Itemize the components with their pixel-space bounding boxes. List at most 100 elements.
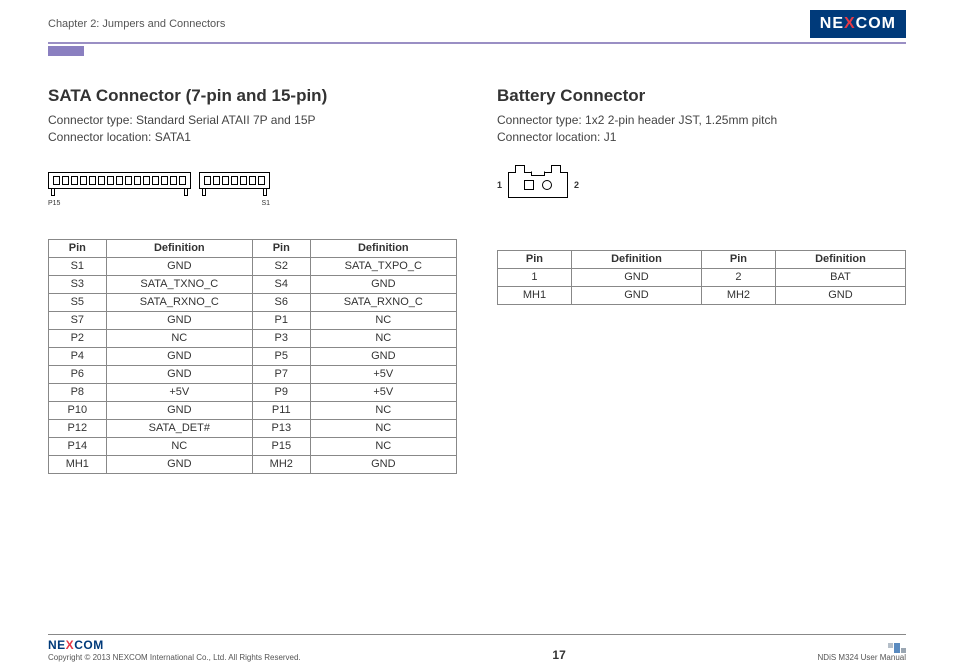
battery-type: Connector type: 1x2 2-pin header JST, 1.… [497, 112, 906, 129]
left-column: SATA Connector (7-pin and 15-pin) Connec… [48, 86, 457, 474]
table-cell: GND [106, 311, 252, 329]
battery-loc: Connector location: J1 [497, 129, 906, 146]
table-cell: P3 [252, 329, 310, 347]
table-cell: P13 [252, 419, 310, 437]
table-cell: P10 [49, 401, 107, 419]
logo-x: X [844, 15, 856, 33]
table-cell: P6 [49, 365, 107, 383]
connector-pin [231, 176, 238, 185]
sata-type: Connector type: Standard Serial ATAII 7P… [48, 112, 457, 129]
table-cell: S7 [49, 311, 107, 329]
label-p15: P15 [48, 200, 60, 207]
table-cell: P5 [252, 347, 310, 365]
table-cell: GND [571, 268, 701, 286]
table-cell: P11 [252, 401, 310, 419]
connector-pin [249, 176, 256, 185]
table-cell: SATA_RXNO_C [106, 293, 252, 311]
battery-diagram: 1 2 [497, 172, 906, 198]
table-row: MH1GNDMH2GND [49, 455, 457, 473]
table-row: P12SATA_DET#P13NC [49, 419, 457, 437]
table-cell: GND [310, 275, 456, 293]
table-cell: 1 [498, 268, 572, 286]
batt-pin2-icon [542, 180, 552, 190]
table-cell: GND [310, 347, 456, 365]
table-cell: MH2 [252, 455, 310, 473]
table-row: S3SATA_TXNO_CS4GND [49, 275, 457, 293]
table-row: P10GNDP11NC [49, 401, 457, 419]
connector-pin [134, 176, 141, 185]
table-row: MH1GNDMH2GND [498, 286, 906, 304]
connector-pin [152, 176, 159, 185]
table-cell: GND [106, 257, 252, 275]
table-cell: NC [310, 419, 456, 437]
manual-name: NDiS M324 User Manual [818, 653, 906, 662]
table-cell: P8 [49, 383, 107, 401]
table-row: P2NCP3NC [49, 329, 457, 347]
col-header: Pin [701, 250, 775, 268]
table-cell: S5 [49, 293, 107, 311]
table-cell: SATA_TXNO_C [106, 275, 252, 293]
batt-pin1-icon [524, 180, 534, 190]
table-cell: +5V [310, 383, 456, 401]
sata-loc: Connector location: SATA1 [48, 129, 457, 146]
connector-pin [258, 176, 265, 185]
table-cell: P2 [49, 329, 107, 347]
col-header: Definition [571, 250, 701, 268]
connector-pin [107, 176, 114, 185]
page-footer: NEXCOM Copyright © 2013 NEXCOM Internati… [48, 634, 906, 662]
table-cell: P7 [252, 365, 310, 383]
connector-pin [80, 176, 87, 185]
table-cell: SATA_TXPO_C [310, 257, 456, 275]
footer-decoration-icon [888, 643, 906, 653]
table-cell: MH1 [498, 286, 572, 304]
table-cell: S4 [252, 275, 310, 293]
sata-7pin-connector: S1 [199, 172, 270, 189]
chapter-label: Chapter 2: Jumpers and Connectors [48, 18, 225, 30]
connector-pin [161, 176, 168, 185]
connector-pin [170, 176, 177, 185]
table-cell: NC [310, 329, 456, 347]
table-row: S1GNDS2SATA_TXPO_C [49, 257, 457, 275]
table-cell: S6 [252, 293, 310, 311]
table-row: P6GNDP7+5V [49, 365, 457, 383]
table-row: P14NCP15NC [49, 437, 457, 455]
logo-pre: NE [820, 15, 844, 33]
battery-subtitle: Connector type: 1x2 2-pin header JST, 1.… [497, 112, 906, 146]
table-cell: NC [310, 311, 456, 329]
footer-logo: NEXCOM [48, 638, 301, 652]
page-number: 17 [552, 648, 565, 662]
connector-pin [98, 176, 105, 185]
table-cell: GND [571, 286, 701, 304]
table-cell: P14 [49, 437, 107, 455]
connector-pin [89, 176, 96, 185]
sata-title: SATA Connector (7-pin and 15-pin) [48, 86, 457, 106]
sata-diagram: P15 S1 [48, 172, 457, 189]
table-cell: +5V [106, 383, 252, 401]
logo-post: COM [856, 15, 896, 33]
connector-pin [62, 176, 69, 185]
copyright: Copyright © 2013 NEXCOM International Co… [48, 653, 301, 662]
batt-label-2: 2 [574, 180, 579, 190]
table-cell: NC [106, 329, 252, 347]
battery-pin-table: PinDefinitionPinDefinition 1GND2BATMH1GN… [497, 250, 906, 305]
table-cell: 2 [701, 268, 775, 286]
connector-pin [143, 176, 150, 185]
page-header: Chapter 2: Jumpers and Connectors NEXCOM [48, 10, 906, 38]
table-row: S7GNDP1NC [49, 311, 457, 329]
table-row: P8+5VP9+5V [49, 383, 457, 401]
table-cell: MH2 [701, 286, 775, 304]
table-cell: NC [106, 437, 252, 455]
batt-label-1: 1 [497, 180, 502, 190]
table-cell: P15 [252, 437, 310, 455]
table-cell: SATA_RXNO_C [310, 293, 456, 311]
sata-15pin-connector: P15 [48, 172, 191, 189]
table-cell: BAT [775, 268, 905, 286]
battery-title: Battery Connector [497, 86, 906, 106]
nexcom-logo: NEXCOM [810, 10, 906, 38]
table-cell: MH1 [49, 455, 107, 473]
table-cell: P1 [252, 311, 310, 329]
table-cell: NC [310, 401, 456, 419]
connector-pin [213, 176, 220, 185]
table-cell: S1 [49, 257, 107, 275]
accent-block [48, 46, 84, 56]
